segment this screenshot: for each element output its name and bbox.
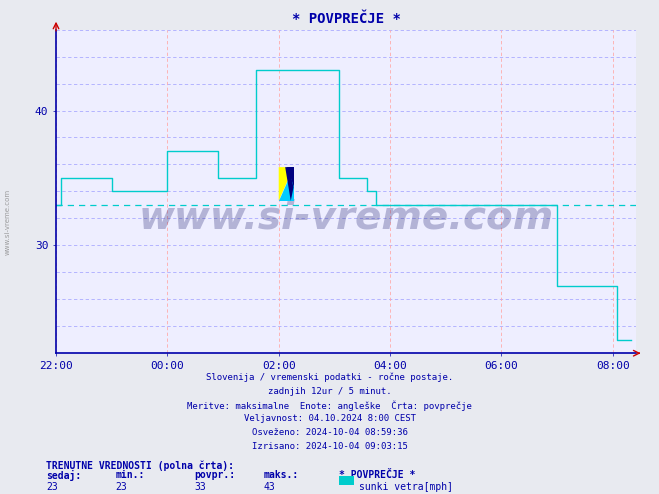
Polygon shape [279,167,293,201]
Text: www.si-vreme.com: www.si-vreme.com [5,189,11,255]
Text: 33: 33 [194,482,206,492]
Text: Izrisano: 2024-10-04 09:03:15: Izrisano: 2024-10-04 09:03:15 [252,442,407,451]
Title: * POVPREČJE *: * POVPREČJE * [291,12,401,26]
Text: povpr.:: povpr.: [194,470,235,480]
Polygon shape [279,167,293,201]
Text: TRENUTNE VREDNOSTI (polna črta):: TRENUTNE VREDNOSTI (polna črta): [46,460,234,471]
Text: 43: 43 [264,482,275,492]
Polygon shape [285,167,293,201]
Text: www.si-vreme.com: www.si-vreme.com [138,198,554,236]
Text: sunki vetra[mph]: sunki vetra[mph] [359,482,453,492]
Text: zadnjih 12ur / 5 minut.: zadnjih 12ur / 5 minut. [268,387,391,396]
Polygon shape [287,167,293,187]
Text: 23: 23 [46,482,58,492]
Text: 23: 23 [115,482,127,492]
Text: * POVPREČJE *: * POVPREČJE * [339,470,416,480]
Text: sedaj:: sedaj: [46,470,81,481]
Text: maks.:: maks.: [264,470,299,480]
Text: Meritve: maksimalne  Enote: angleške  Črta: povprečje: Meritve: maksimalne Enote: angleške Črta… [187,401,472,411]
Text: Slovenija / vremenski podatki - ročne postaje.: Slovenija / vremenski podatki - ročne po… [206,373,453,382]
Text: min.:: min.: [115,470,145,480]
Text: Veljavnost: 04.10.2024 8:00 CEST: Veljavnost: 04.10.2024 8:00 CEST [243,414,416,423]
Text: Osveženo: 2024-10-04 08:59:36: Osveženo: 2024-10-04 08:59:36 [252,428,407,437]
